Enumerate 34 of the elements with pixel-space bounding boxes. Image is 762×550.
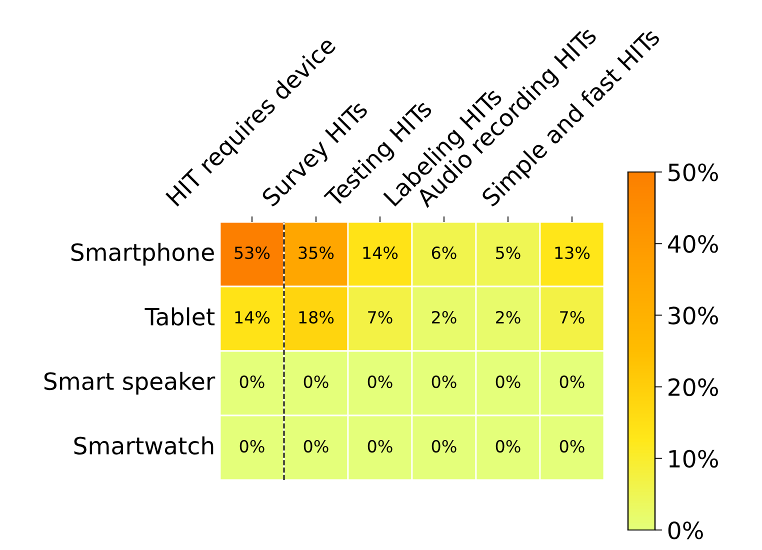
data-label: 0% bbox=[432, 440, 456, 453]
color-bar-label: 40% bbox=[668, 235, 718, 253]
data-label: 0% bbox=[368, 375, 392, 388]
data-label: 0% bbox=[496, 375, 520, 388]
data-label: 5% bbox=[496, 246, 520, 260]
data-label: 7% bbox=[560, 310, 584, 324]
data-label: 2% bbox=[496, 310, 520, 324]
color-bar-label: 20% bbox=[668, 378, 718, 396]
y-tick-label: Smartwatch bbox=[74, 436, 214, 455]
color-bar-label: 50% bbox=[668, 163, 718, 182]
data-label: 53% bbox=[234, 246, 270, 260]
data-label: 35% bbox=[298, 246, 334, 260]
data-label: 7% bbox=[368, 310, 392, 324]
data-label: 0% bbox=[368, 440, 392, 453]
data-label: 0% bbox=[240, 375, 264, 388]
data-label: 0% bbox=[496, 440, 520, 453]
data-label: 14% bbox=[235, 310, 270, 324]
data-label: 0% bbox=[304, 375, 328, 388]
data-label: 0% bbox=[240, 440, 264, 453]
y-tick-label: Smart speaker bbox=[44, 372, 216, 395]
y-tick-label: Smartphone bbox=[71, 242, 214, 266]
data-label: 2% bbox=[432, 310, 456, 324]
color-bar-label: 10% bbox=[669, 450, 718, 468]
data-label: 0% bbox=[304, 440, 328, 453]
data-label: 18% bbox=[299, 310, 334, 324]
y-tick-label: Tablet bbox=[144, 307, 215, 326]
color-bar-label: 30% bbox=[668, 306, 718, 325]
data-label: 13% bbox=[555, 246, 590, 260]
data-label: 0% bbox=[560, 440, 584, 453]
data-label: 0% bbox=[560, 375, 584, 388]
data-label: 6% bbox=[432, 246, 456, 260]
color-bar-label: 0% bbox=[668, 521, 703, 540]
data-label: 0% bbox=[432, 375, 456, 388]
data-label: 14% bbox=[363, 246, 398, 260]
